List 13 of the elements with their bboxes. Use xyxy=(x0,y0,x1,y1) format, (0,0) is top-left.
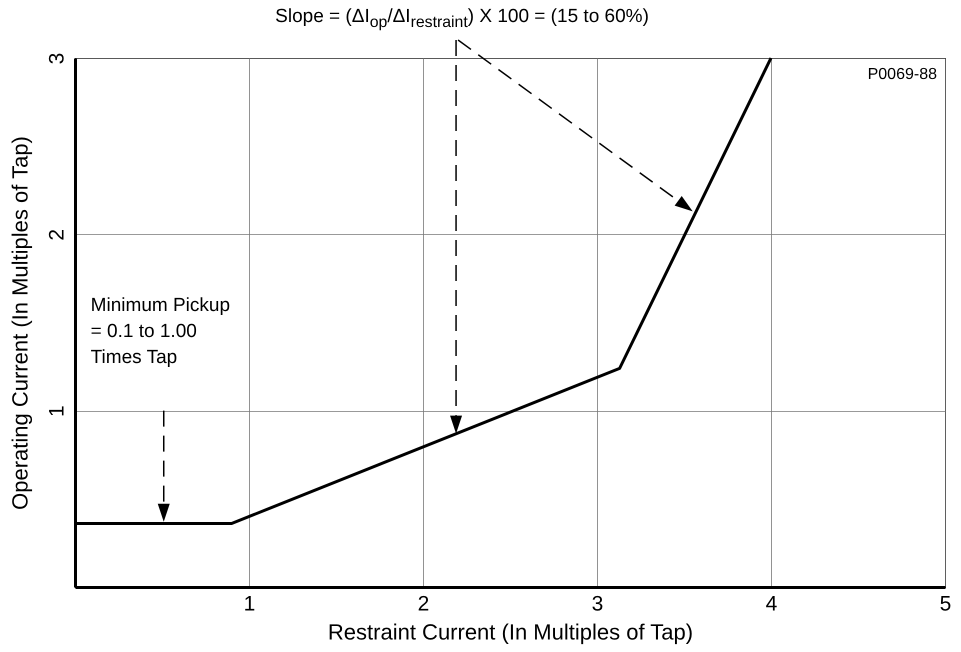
x-tick-label: 2 xyxy=(418,592,430,616)
y-tick-label: 1 xyxy=(46,405,68,418)
y-axis-title: Operating Current (In Multiples of Tap) xyxy=(8,136,32,510)
x-tick-label: 1 xyxy=(244,592,256,616)
annotation: Minimum Pickup = 0.1 to 1.00 Times Tap xyxy=(90,294,230,370)
annotation: P0069-88 xyxy=(868,66,938,83)
x-tick-label: 5 xyxy=(940,592,952,616)
x-axis-title: Restraint Current (In Multiples of Tap) xyxy=(328,620,694,644)
x-tick-label: 4 xyxy=(766,592,778,616)
x-tick-label: 3 xyxy=(592,592,604,616)
y-tick-label: 2 xyxy=(46,228,68,241)
y-tick-label: 3 xyxy=(46,52,68,64)
text: Slope = (ΔI$_{op}$/ΔI$_{restraint}$) X 100 = (15 to 60%) xyxy=(275,5,649,33)
